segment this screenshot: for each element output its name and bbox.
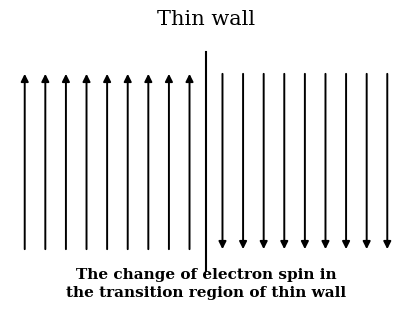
Text: The change of electron spin in
the transition region of thin wall: The change of electron spin in the trans…: [66, 268, 346, 300]
Text: Thin wall: Thin wall: [157, 10, 255, 29]
